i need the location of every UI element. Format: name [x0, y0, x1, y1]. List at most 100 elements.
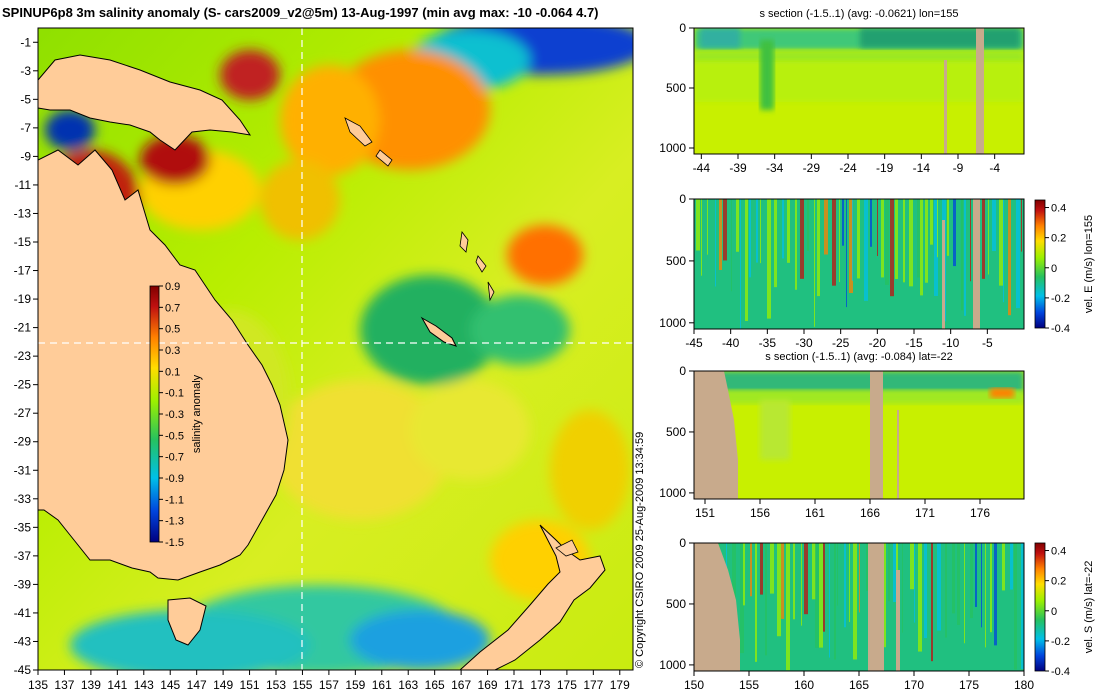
panel4-colorbar: [1034, 542, 1046, 672]
velocity-streak: [755, 543, 757, 662]
velocity-streak: [881, 199, 884, 278]
map-colorbar-tick-label: -1.5: [165, 537, 184, 549]
velocity-streak: [824, 199, 828, 255]
panel3-x-tick-label: 151: [695, 506, 715, 520]
velocity-streak: [696, 199, 700, 251]
panel4-x-tick-label: 175: [959, 678, 979, 692]
map-x-tick-label: 163: [398, 678, 418, 692]
map-colorbar-tick-label: 0.5: [165, 324, 180, 336]
map-x-tick-label: 157: [319, 678, 339, 692]
panel3-x-tick-label: 161: [805, 506, 825, 520]
map-y-tick-label: -43: [14, 634, 32, 648]
velocity-streak: [866, 543, 869, 591]
velocity-streak: [832, 199, 836, 286]
panel1-title: s section (-1.5..1) (avg: -0.0621) lon=1…: [759, 8, 958, 20]
panel4-x-tick-label: 180: [1014, 678, 1034, 692]
panel1-x-tick-label: -29: [803, 161, 821, 175]
velocity-streak: [1016, 199, 1020, 309]
velocity-streak: [859, 543, 860, 613]
velocity-streak: [864, 199, 868, 301]
map-colorbar-tick-label: -0.9: [165, 473, 184, 485]
velocity-streak: [964, 543, 965, 644]
panel2-y-tick-label: 1000: [659, 316, 686, 330]
panel1-x-tick-label: -39: [729, 161, 747, 175]
panel3-x-tick-label: 176: [970, 506, 990, 520]
colorbar-tick-label: -0.4: [1051, 323, 1070, 335]
velocity-streak: [999, 199, 1003, 286]
panel1-y-tick-label: 500: [666, 81, 686, 95]
colorbar-tick-label: 0.4: [1051, 203, 1066, 215]
map-colorbar-tick-label: -1.1: [165, 494, 184, 506]
map-x-tick-label: 141: [107, 678, 127, 692]
velocity-streak: [953, 199, 956, 267]
velocity-streak: [970, 543, 973, 619]
velocity-streak: [884, 543, 886, 648]
map-colorbar-gradient: [149, 285, 160, 543]
panel-vel-s-lat-22: 150 155 160 165 170 175 180 0 500 1000 0.4 0.2 0 -0…: [659, 536, 1095, 692]
map-x-tick-label: 145: [160, 678, 180, 692]
map-y-tick-label: -39: [14, 577, 32, 591]
velocity-streak: [839, 199, 840, 283]
map-colorbar-tick-label: -1.3: [165, 516, 184, 528]
map-y-tick-label: -35: [14, 520, 32, 534]
panel-s-section-lon155: s section (-1.5..1) (avg: -0.0621) lon=1…: [659, 8, 1025, 175]
map-x-tick-label: 165: [425, 678, 445, 692]
panel4-y-tick-label: 500: [666, 597, 686, 611]
map-y-tick-label: -41: [14, 606, 32, 620]
map-colorbar-tick-label: 0.7: [165, 302, 180, 314]
velocity-streak: [715, 199, 716, 287]
map-y-tick-label: -45: [14, 663, 32, 677]
velocity-streak: [934, 199, 938, 296]
velocity-streak: [952, 543, 955, 614]
panel3-frame: [693, 370, 1025, 500]
velocity-streak: [760, 199, 761, 264]
map-y-tick-label: -37: [14, 549, 32, 563]
velocity-streak: [1010, 543, 1013, 590]
panel4-colorbar-ticks: 0.4 0.2 0 -0.2 -0.4: [1045, 546, 1070, 678]
velocity-streak: [740, 199, 741, 329]
map-colorbar-tick-label: -0.5: [165, 430, 184, 442]
map-x-tick-label: 143: [134, 678, 154, 692]
velocity-streak: [947, 199, 949, 256]
velocity-streak: [1003, 199, 1004, 303]
new-caledonia-landmass: [420, 316, 457, 347]
map-colorbar-tick-label: -0.3: [165, 409, 184, 421]
panel1-frame: [693, 27, 1025, 155]
panel1-y-axis: 0 500 1000: [659, 21, 694, 155]
panel4-x-tick-label: 160: [794, 678, 814, 692]
panel3-x-tick-label: 156: [750, 506, 770, 520]
map-colorbar-tick-label: -0.7: [165, 452, 184, 464]
map-y-tick-label: -17: [14, 264, 32, 278]
tasmania-landmass: [167, 597, 207, 646]
velocity-streak: [743, 543, 745, 606]
velocity-streak: [1014, 543, 1017, 670]
velocity-streak: [701, 199, 702, 276]
panel2-x-tick-label: -45: [685, 336, 703, 350]
velocity-streak: [982, 199, 985, 279]
velocity-streak: [829, 543, 830, 658]
map-y-tick-label: -25: [14, 378, 32, 392]
map-y-tick-label: -19: [14, 292, 32, 306]
panel2-x-tick-label: -30: [795, 336, 813, 350]
panel3-land: [694, 371, 738, 499]
map-colorbar-tick-label: 0.1: [165, 366, 180, 378]
velocity-streak: [767, 199, 771, 319]
panel1-x-tick-label: -24: [839, 161, 857, 175]
velocity-streak: [719, 199, 722, 270]
panel2-x-tick-label: -15: [905, 336, 923, 350]
velocity-streak: [781, 543, 784, 619]
map-y-tick-label: -29: [14, 435, 32, 449]
colorbar-tick-label: 0.2: [1051, 576, 1066, 588]
map-x-axis: 135 137 139 141 143 145 147 149 151 153 155 157 159 1…: [28, 670, 630, 692]
panel4-x-tick-label: 155: [739, 678, 759, 692]
panel4-x-tick-label: 150: [684, 678, 704, 692]
velocity-streak: [787, 199, 790, 263]
map-x-tick-label: 179: [610, 678, 630, 692]
copyright-text: © Copyright CSIRO 2009 25-Aug-2009 13:34…: [634, 432, 646, 668]
figure-title: SPINUP6p8 3m salinity anomaly (S- cars20…: [2, 5, 599, 20]
velocity-streak: [937, 543, 941, 631]
velocity-streak: [786, 543, 790, 671]
velocity-streak: [902, 543, 903, 633]
panel4-y-axis: 0 500 1000: [659, 536, 694, 672]
velocity-streak: [964, 199, 966, 316]
